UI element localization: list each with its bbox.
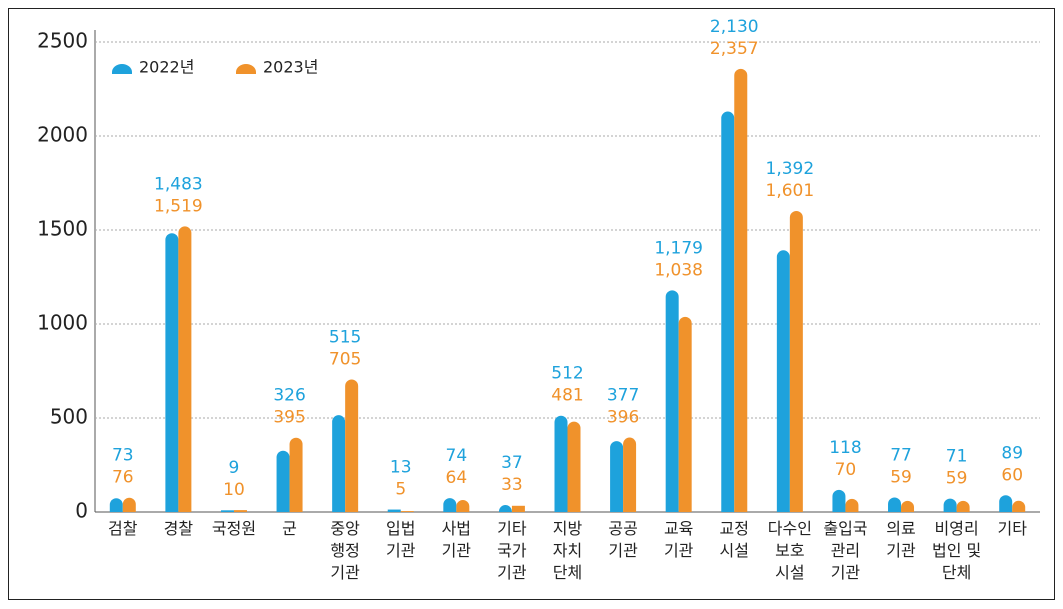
bar <box>567 421 581 512</box>
x-tick-label: 비영리 법인 및 단체 <box>931 519 982 582</box>
bar <box>511 505 525 512</box>
x-tick-label: 사법 기관 <box>441 519 472 560</box>
bar <box>776 250 790 512</box>
data-label: 705 <box>329 349 361 369</box>
data-label: 1,519 <box>154 196 203 216</box>
frame <box>8 8 1055 600</box>
bar <box>734 68 748 512</box>
data-label: 1,392 <box>766 159 815 179</box>
bar <box>220 510 234 512</box>
bar <box>665 290 679 512</box>
data-label: 10 <box>223 480 245 500</box>
bar <box>165 233 179 513</box>
legend-swatch <box>112 64 132 74</box>
bar <box>400 511 414 512</box>
y-tick-label: 2000 <box>37 123 88 147</box>
x-tick-label: 중앙 행정 기관 <box>330 519 360 582</box>
data-label: 481 <box>551 386 583 406</box>
bar <box>233 510 247 512</box>
bar <box>443 498 457 512</box>
data-label: 13 <box>390 458 412 478</box>
data-label: 1,483 <box>154 174 203 194</box>
bar <box>678 316 692 512</box>
x-tick-label: 다수인 보호 시설 <box>767 519 812 582</box>
data-label: 5 <box>395 480 406 500</box>
data-label: 71 <box>946 447 968 467</box>
data-label: 64 <box>446 468 468 488</box>
bar <box>498 505 512 512</box>
data-label: 77 <box>890 446 912 466</box>
data-label: 9 <box>229 458 240 478</box>
x-tick-label: 입법 기관 <box>386 519 416 560</box>
data-label: 1,038 <box>654 260 703 280</box>
data-label: 74 <box>446 446 468 466</box>
bar <box>345 379 359 512</box>
y-tick-label: 0 <box>75 499 88 523</box>
bar <box>456 499 470 512</box>
data-label: 73 <box>112 446 134 466</box>
y-tick-label: 1000 <box>37 311 88 335</box>
data-label: 2,357 <box>710 39 759 59</box>
y-tick-label: 2500 <box>37 29 88 53</box>
data-label: 59 <box>890 468 912 488</box>
bar <box>845 498 859 512</box>
bar <box>789 211 803 512</box>
bar <box>276 450 290 512</box>
data-label: 377 <box>607 386 639 406</box>
data-label: 59 <box>946 469 968 489</box>
legend-swatch <box>236 64 256 74</box>
x-tick-label: 국정원 <box>211 519 257 538</box>
bar <box>332 415 346 512</box>
data-label: 515 <box>329 327 361 347</box>
data-label: 76 <box>112 468 134 488</box>
bar <box>178 226 192 512</box>
bar <box>387 509 401 512</box>
bar <box>999 495 1013 512</box>
data-label: 89 <box>1001 443 1023 463</box>
bar <box>122 497 136 512</box>
bar <box>610 441 624 512</box>
data-label: 512 <box>551 364 583 384</box>
bar <box>289 437 303 512</box>
legend-label: 2023년 <box>263 58 318 77</box>
legend-label: 2022년 <box>139 58 194 77</box>
data-label: 118 <box>829 438 861 458</box>
bar <box>623 437 637 512</box>
data-label: 1,179 <box>654 238 703 258</box>
bar <box>109 498 123 512</box>
x-tick-label: 경찰 <box>163 519 194 538</box>
data-label: 1,601 <box>766 181 815 201</box>
x-tick-label: 의료 기관 <box>886 519 916 560</box>
bar <box>721 111 735 512</box>
data-label: 326 <box>273 386 305 406</box>
bar <box>956 500 970 512</box>
data-label: 396 <box>607 408 639 428</box>
data-label: 60 <box>1001 465 1023 485</box>
bar <box>832 489 846 512</box>
x-tick-label: 기타 <box>997 519 1027 538</box>
bar <box>888 497 902 512</box>
bar <box>1012 500 1026 512</box>
x-tick-label: 공공 기관 <box>608 519 638 560</box>
x-tick-label: 교육 기관 <box>663 519 694 560</box>
bar <box>901 500 915 512</box>
data-label: 70 <box>835 460 857 480</box>
x-tick-label: 출입국 관리 기관 <box>823 519 868 582</box>
y-tick-label: 1500 <box>37 217 88 241</box>
x-tick-label: 교정 시설 <box>719 519 749 560</box>
x-tick-label: 군 <box>282 519 297 538</box>
data-label: 37 <box>501 453 523 473</box>
x-tick-label: 검찰 <box>108 519 138 538</box>
bar <box>943 498 957 512</box>
data-label: 395 <box>273 408 305 428</box>
data-label: 2,130 <box>710 17 759 37</box>
x-tick-label: 기타 국가 기관 <box>497 519 527 582</box>
y-tick-label: 500 <box>50 405 88 429</box>
x-tick-label: 지방 자치 단체 <box>552 519 583 582</box>
bar <box>554 415 568 512</box>
data-label: 33 <box>501 475 523 495</box>
